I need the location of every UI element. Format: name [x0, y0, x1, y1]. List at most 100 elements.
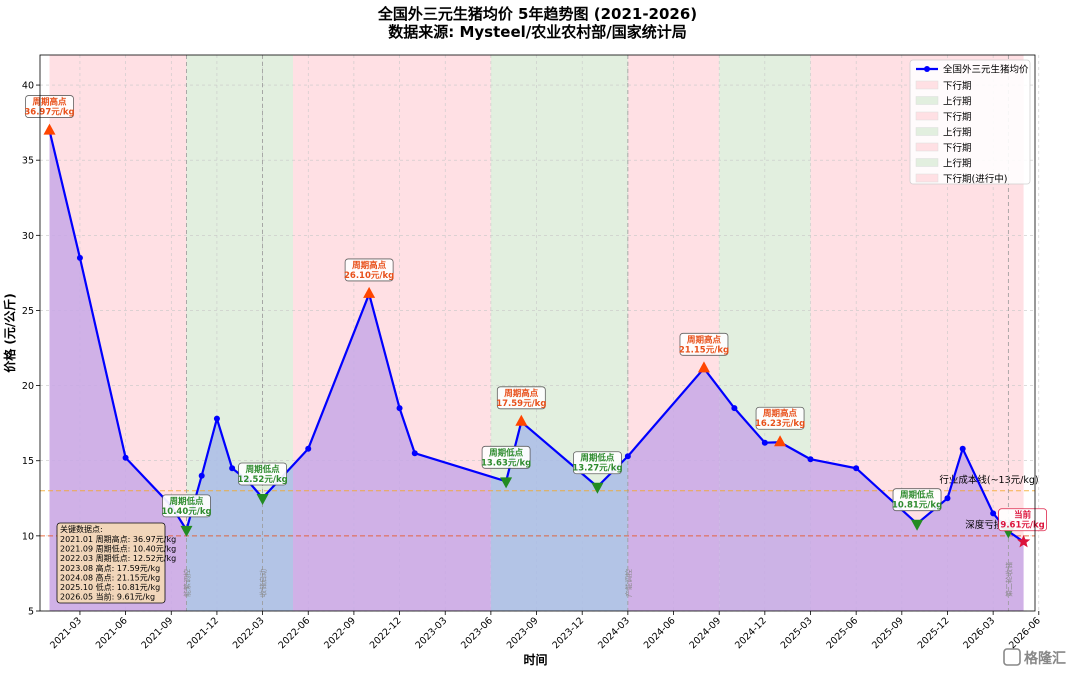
series-point-23 [807, 456, 814, 463]
x-tick-label-2021-09: 2021-09 [140, 615, 176, 651]
annotation-box [25, 95, 74, 118]
trough-marker [500, 477, 513, 489]
area-segment-2 [186, 418, 294, 611]
annotation-text: 周期低点 [169, 496, 204, 507]
series-point-20 [731, 405, 738, 412]
legend-label-phase-6: 上行期 [943, 158, 972, 170]
legend-swatch-4 [915, 127, 939, 136]
key-box-line-4: 2023.08 高点: 17.59元/kg [60, 563, 160, 573]
annotation-text: 13.63元/kg [481, 458, 531, 468]
annotation-text: 周期高点 [32, 97, 67, 108]
legend-swatch-5 [915, 142, 939, 152]
event-label-1: 能繁调控 [182, 569, 191, 597]
area-segment-4 [490, 421, 628, 611]
y-tick-label-25: 25 [22, 306, 34, 317]
key-box-frame [56, 522, 166, 604]
current-star-marker [1016, 534, 1031, 548]
series-point-13 [396, 405, 403, 412]
key-box-line-3: 2022.03 周期低点: 12.52元/kg [60, 553, 176, 563]
series-point-7 [213, 415, 220, 422]
x-tick-label-2024-06: 2024-06 [642, 615, 678, 651]
x-tick-label-2021-12: 2021-12 [185, 615, 221, 651]
annotation-text: 周期高点 [687, 334, 722, 345]
legend-label-phase-4: 上行期 [943, 127, 972, 139]
x-tick-label-2023-09: 2023-09 [505, 615, 541, 651]
annotation-box [496, 386, 546, 410]
peak-marker [774, 435, 787, 447]
legend-swatch-6 [915, 158, 939, 167]
legend-swatch-7 [915, 173, 939, 183]
x-tick-label-2025-12: 2025-12 [916, 615, 952, 651]
x-tick-label-2025-09: 2025-09 [870, 615, 906, 651]
x-tick-label-2026-03: 2026-03 [961, 615, 997, 651]
event-label-3: 产能调控 [624, 569, 633, 597]
series-point-11 [305, 445, 312, 452]
annotation-box [162, 494, 211, 518]
annotation-box [238, 462, 287, 486]
annotation-text: 36.97元/kg [24, 108, 74, 118]
annotation-box [344, 258, 394, 282]
x-tick-label-2021-06: 2021-06 [94, 615, 130, 651]
area-segment-6 [719, 388, 1024, 611]
trough-marker [591, 482, 604, 494]
legend-label-phase-2: 上行期 [943, 96, 972, 108]
annotation-text: 周期低点 [246, 464, 281, 475]
annotation-box [892, 488, 942, 512]
legend-label-phase-5: 下行期 [943, 142, 972, 154]
watermark-text: 格隆汇 [1024, 650, 1066, 667]
annotation-text: 当前 [1014, 510, 1032, 521]
annotation-box [679, 332, 729, 356]
annotation-text: 周期高点 [763, 408, 798, 419]
x-tick-label-2025-03: 2025-03 [779, 615, 815, 651]
series-point-21 [761, 439, 768, 446]
key-box-line-7: 2026.05 当前: 9.61元/kg [60, 592, 155, 602]
y-tick-label-30: 30 [22, 231, 34, 242]
x-tick-label-2026-06: 2026-06 [1007, 615, 1043, 651]
annotation-text: 周期低点 [489, 447, 524, 458]
annotation-text: 周期低点 [580, 453, 615, 464]
chart-title: 全国外三元生猪均价 5年趋势图 (2021-2026) [377, 5, 698, 23]
annotation-text: 17.59元/kg [496, 399, 546, 409]
series-point-26 [944, 495, 951, 502]
x-tick-label-2023-06: 2023-06 [459, 615, 495, 651]
legend-swatch-2 [915, 96, 939, 105]
x-tick-label-2022-03: 2022-03 [231, 615, 267, 651]
key-box-line-2: 2021.09 周期低点: 10.40元/kg [60, 544, 176, 554]
y-tick-label-10: 10 [22, 531, 34, 542]
annotations: 周期高点36.97元/kg周期低点10.40元/kg周期低点12.52元/kg周… [24, 95, 1047, 548]
y-tick-label-15: 15 [22, 456, 34, 467]
series-point-2 [76, 254, 83, 261]
annotation-text: 周期低点 [900, 490, 935, 501]
annotation-text: 10.81元/kg [892, 501, 942, 511]
x-tick-label-2024-09: 2024-09 [687, 615, 723, 651]
annotation-text: 26.10元/kg [344, 271, 394, 281]
legend-label-phase-1: 下行期 [943, 80, 972, 92]
y-tick-label-5: 5 [28, 607, 34, 618]
legend-label-phase-7: 下行期(进行中) [943, 173, 1007, 185]
annotation-text: 周期高点 [352, 260, 387, 271]
reference-label-1: 行业成本线(~13元/kg) [939, 474, 1038, 486]
legend-label-phase-3: 下行期 [943, 111, 972, 123]
annotation-box [755, 406, 805, 430]
area-segment-5 [627, 368, 720, 611]
area-segment-3 [293, 293, 491, 611]
x-tick-label-2025-06: 2025-06 [824, 615, 860, 651]
annotation-text: 12.52元/kg [237, 475, 287, 485]
legend-swatch-1 [915, 80, 939, 90]
peak-marker [363, 286, 376, 298]
x-axis-label: 时间 [523, 652, 547, 667]
y-axis-label: 价格 (元/公斤) [2, 293, 17, 373]
event-label-2: 收储启动 [259, 569, 268, 597]
annotation-text: 10.40元/kg [161, 507, 211, 517]
peak-marker [697, 361, 710, 373]
x-tick-label-2022-09: 2022-09 [322, 615, 358, 651]
peak-marker [515, 414, 528, 426]
